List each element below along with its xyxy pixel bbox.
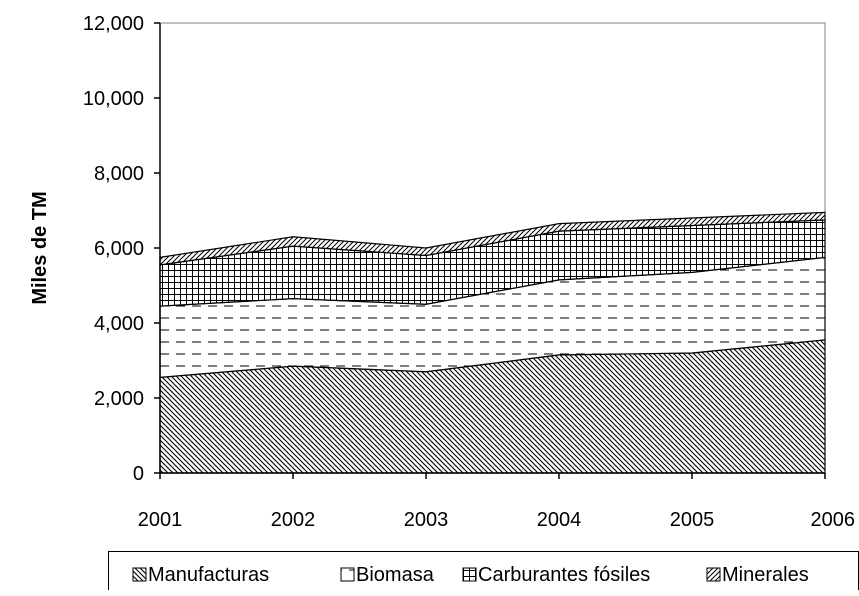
x-tick-label: 2004 (537, 509, 582, 531)
y-tick-label: 2,000 (94, 388, 144, 410)
legend-swatch (706, 567, 721, 582)
x-tick-label: 2001 (138, 509, 183, 531)
legend-item: Biomasa (340, 564, 435, 586)
y-tick-label: 8,000 (94, 163, 144, 185)
axes (154, 22, 826, 479)
legend-label: Biomasa (356, 564, 435, 586)
x-tick-label: 2006 (811, 509, 856, 531)
x-tick-label: 2003 (404, 509, 449, 531)
legend-item: Manufacturas (132, 564, 269, 586)
area-minerales (159, 211, 826, 266)
x-tick-label: 2002 (271, 509, 316, 531)
legend-swatch (340, 567, 355, 582)
legend-items: Manufacturas Biomasa Carburantes fósiles Mi… (132, 564, 809, 586)
legend-swatch (132, 567, 147, 582)
legend-label: Minerales (722, 564, 809, 586)
y-tick-label: 0 (133, 463, 144, 485)
x-tick-labels: 2001 2002 2003 2004 2005 2006 (138, 509, 855, 531)
y-tick-label: 4,000 (94, 313, 144, 335)
y-tick-label: 12,000 (83, 13, 144, 35)
legend-item: Carburantes fósiles (462, 564, 650, 586)
y-tick-labels: 0 2,000 4,000 6,000 8,000 10,000 12,000 (83, 13, 144, 485)
legend-label: Manufacturas (148, 564, 269, 586)
legend-swatch (462, 567, 477, 582)
y-tick-label: 6,000 (94, 238, 144, 260)
x-tick-label: 2005 (670, 509, 715, 531)
legend: Manufacturas Biomasa Carburantes fósiles Mi… (108, 551, 859, 590)
legend-label: Carburantes fósiles (478, 564, 650, 586)
legend-item: Minerales (706, 564, 809, 586)
y-axis-title: Miles de TM (29, 191, 51, 304)
series-areas (159, 211, 826, 474)
y-tick-label: 10,000 (83, 88, 144, 110)
